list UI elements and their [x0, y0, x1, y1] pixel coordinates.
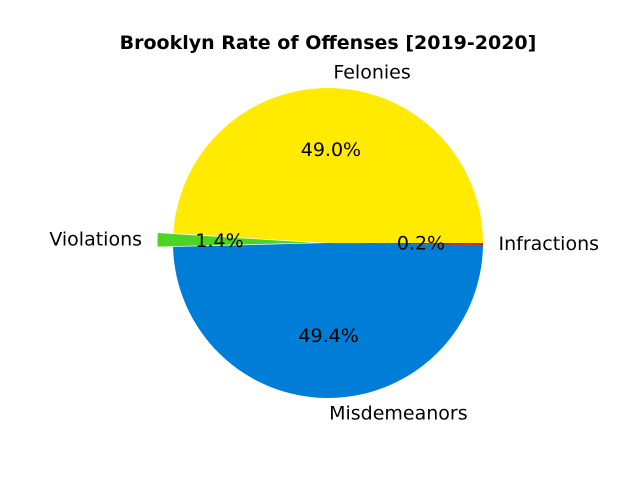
pie-slice-violations: [157, 232, 313, 247]
pct-label-misdemeanors: 49.4%: [298, 325, 358, 347]
slice-label-violations: Violations: [49, 228, 142, 250]
pct-label-felonies: 49.0%: [301, 139, 361, 161]
pie-slice-misdemeanors: [173, 243, 483, 398]
chart-title: Brooklyn Rate of Offenses [2019-2020]: [120, 32, 537, 54]
slice-label-misdemeanors: Misdemeanors: [329, 402, 468, 424]
slice-label-infractions: Infractions: [498, 233, 599, 255]
pct-label-infractions: 0.2%: [397, 233, 445, 255]
pie-labels: 49.0% Felonies 1.4% Violations 49.4% Misdemea…: [49, 62, 599, 425]
pct-label-violations: 1.4%: [195, 230, 243, 252]
pie-slice-felonies: [173, 88, 484, 244]
pie-slices: [157, 88, 484, 398]
pie-slice-infractions: [328, 243, 483, 245]
slice-label-felonies: Felonies: [333, 62, 410, 84]
